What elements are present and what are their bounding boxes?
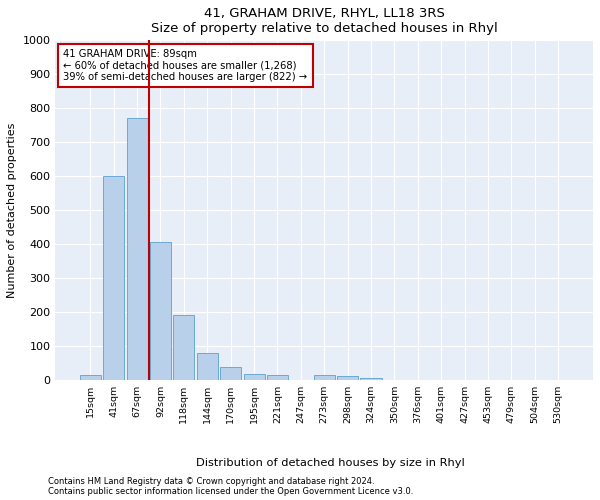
Bar <box>337 376 358 380</box>
Bar <box>150 242 171 380</box>
Bar <box>314 375 335 380</box>
Title: 41, GRAHAM DRIVE, RHYL, LL18 3RS
Size of property relative to detached houses in: 41, GRAHAM DRIVE, RHYL, LL18 3RS Size of… <box>151 7 497 35</box>
Bar <box>103 176 124 380</box>
Bar <box>173 316 194 380</box>
Bar <box>361 378 382 380</box>
Bar <box>220 367 241 380</box>
Bar <box>267 374 288 380</box>
Bar <box>80 374 101 380</box>
Text: 41 GRAHAM DRIVE: 89sqm
← 60% of detached houses are smaller (1,268)
39% of semi-: 41 GRAHAM DRIVE: 89sqm ← 60% of detached… <box>64 49 308 82</box>
Bar <box>244 374 265 380</box>
Text: Contains HM Land Registry data © Crown copyright and database right 2024.: Contains HM Land Registry data © Crown c… <box>48 476 374 486</box>
Text: Distribution of detached houses by size in Rhyl: Distribution of detached houses by size … <box>196 458 464 468</box>
Y-axis label: Number of detached properties: Number of detached properties <box>7 122 17 298</box>
Text: Contains public sector information licensed under the Open Government Licence v3: Contains public sector information licen… <box>48 488 413 496</box>
Bar <box>197 354 218 380</box>
Bar <box>127 118 148 380</box>
